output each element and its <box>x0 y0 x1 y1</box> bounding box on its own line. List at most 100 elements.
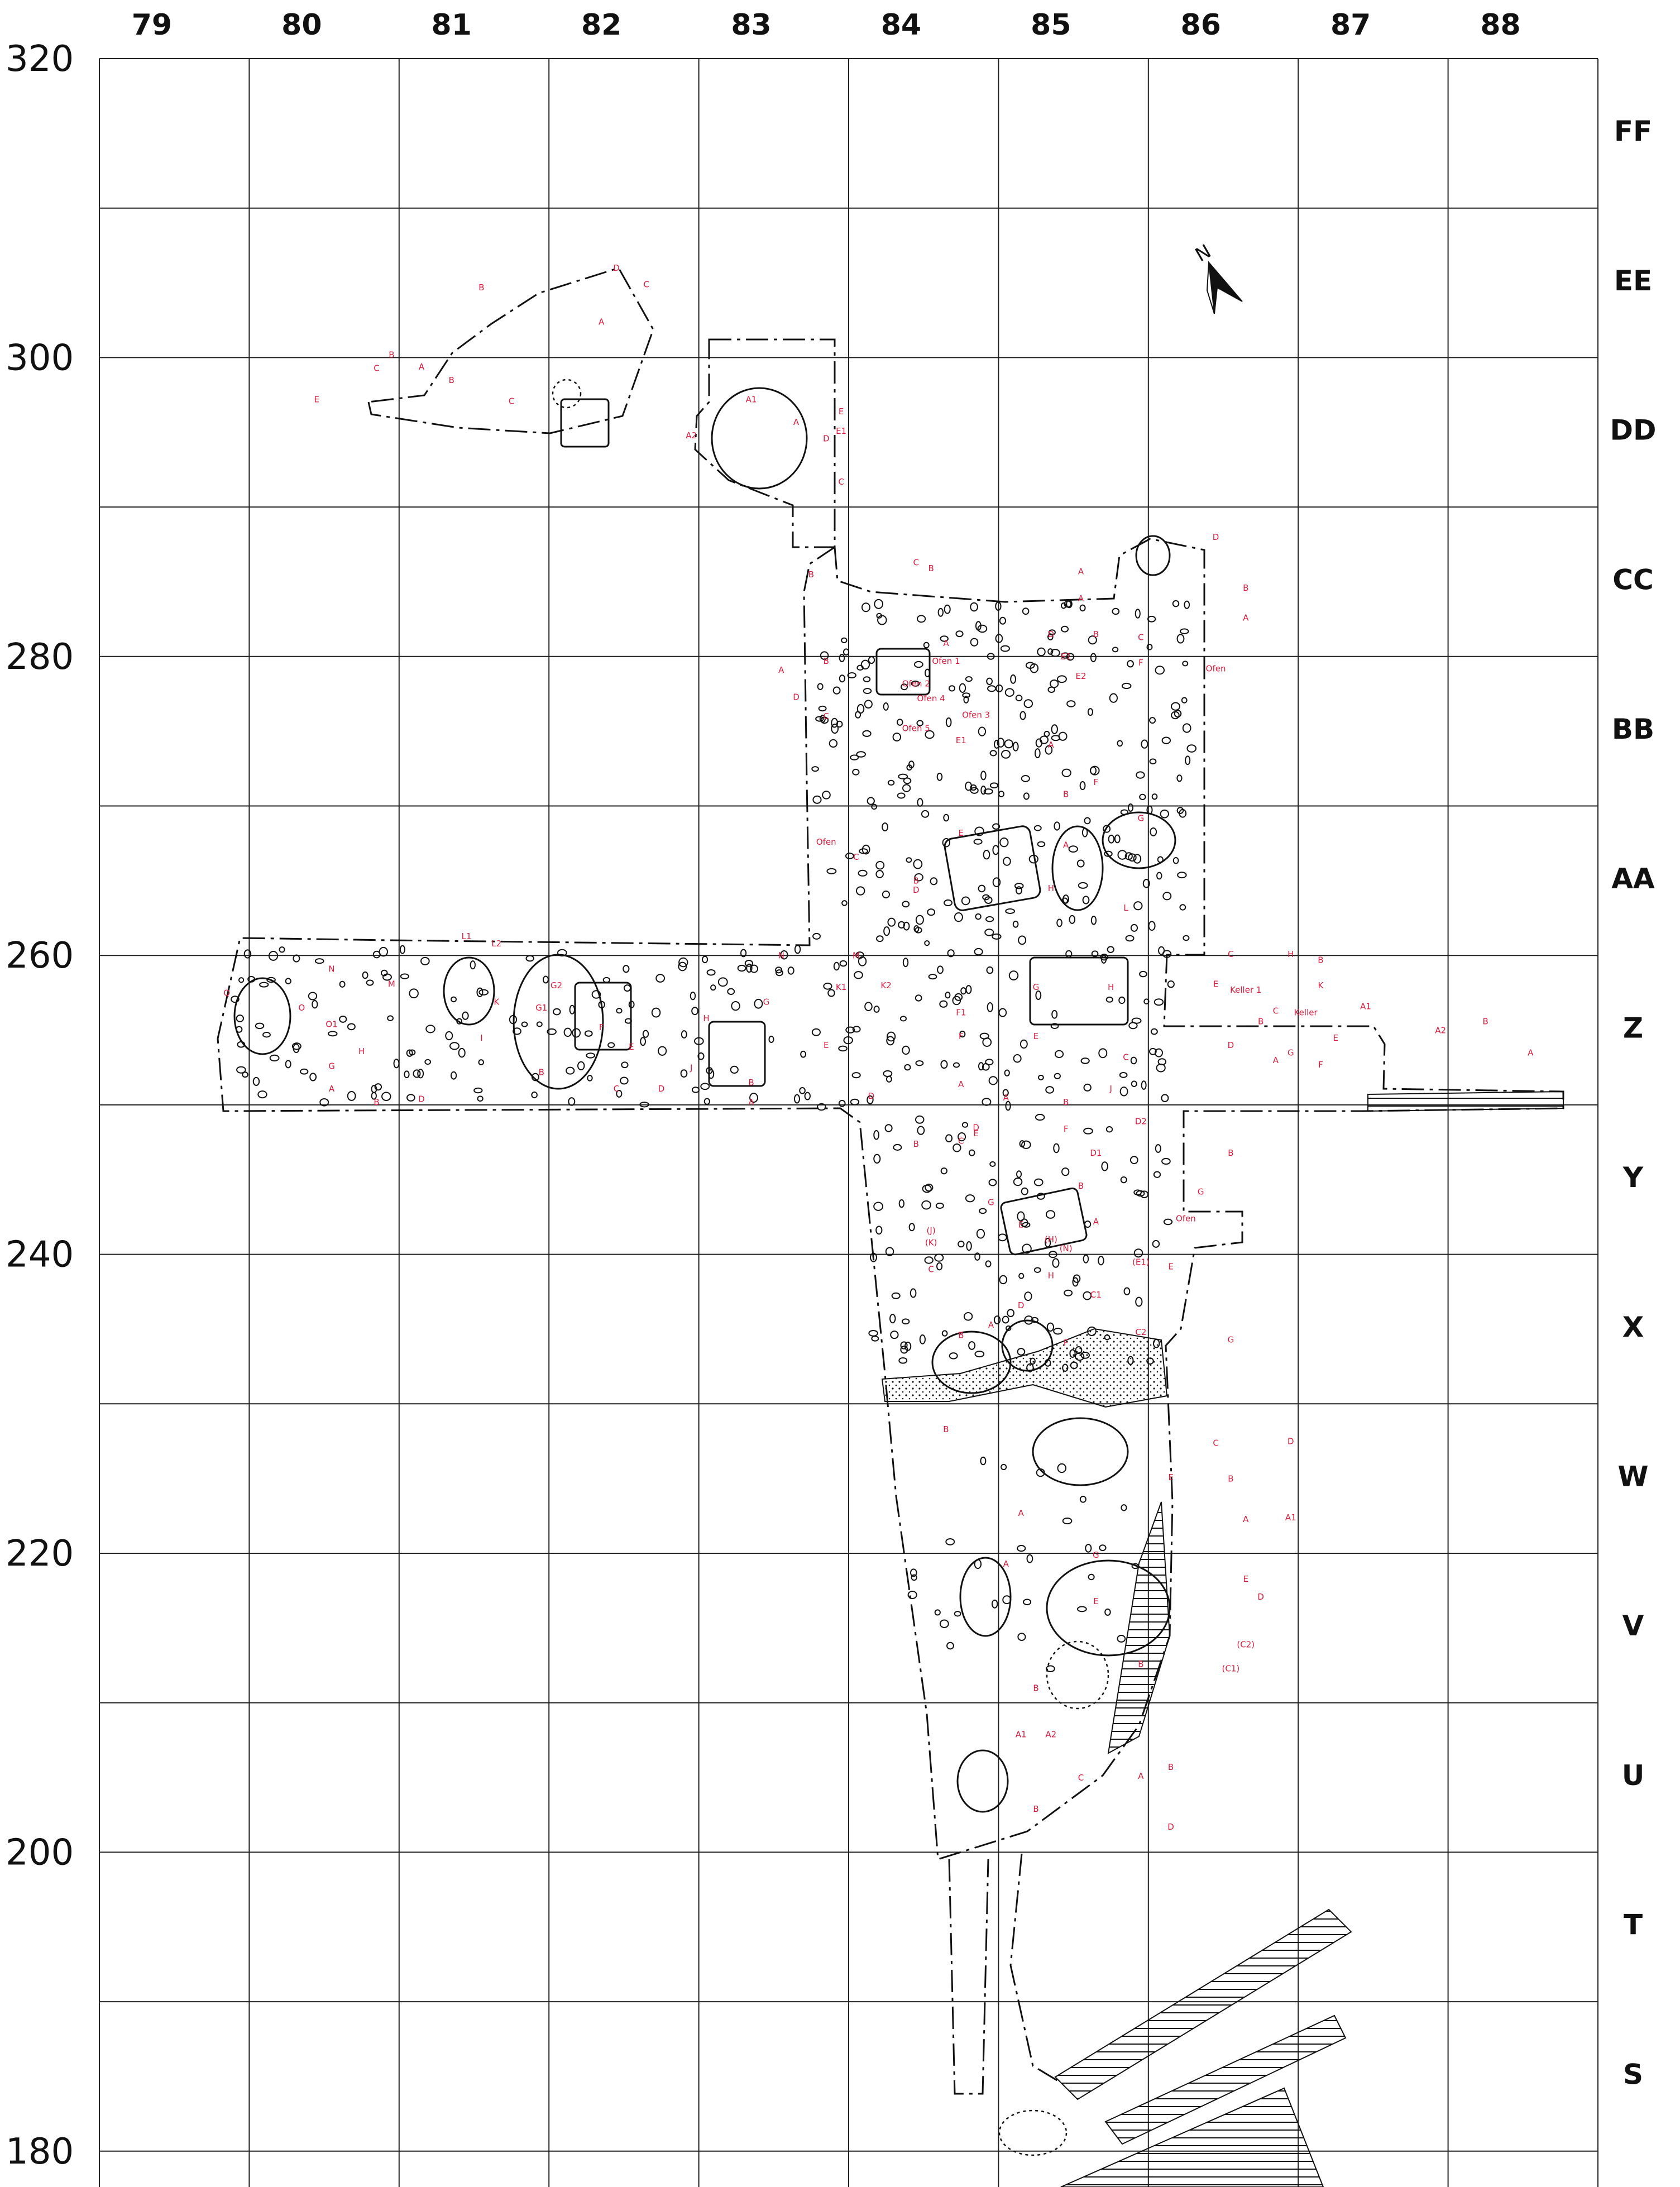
posthole <box>960 987 966 995</box>
feature-label: C <box>958 1136 964 1146</box>
posthole <box>1083 1083 1092 1092</box>
posthole <box>1004 1069 1010 1076</box>
excavation-outline-n <box>694 338 836 548</box>
posthole <box>1079 604 1086 612</box>
posthole <box>883 926 891 936</box>
posthole <box>921 1200 931 1210</box>
posthole <box>1127 803 1134 812</box>
posthole <box>1031 1317 1039 1323</box>
posthole <box>987 653 995 660</box>
posthole <box>231 996 240 1003</box>
posthole <box>998 1008 1007 1017</box>
feature-label: N <box>328 964 334 974</box>
posthole <box>691 1087 700 1093</box>
feature-label: E <box>1168 1472 1173 1482</box>
posthole <box>268 950 279 961</box>
posthole <box>1141 739 1148 749</box>
feature-label: C <box>838 477 844 487</box>
posthole <box>1147 615 1156 623</box>
row-label: DD <box>1610 414 1656 447</box>
feature-label: O1 <box>326 1020 337 1030</box>
posthole <box>1061 897 1068 904</box>
posthole <box>1107 946 1114 953</box>
y-axis-label: 240 <box>6 1234 74 1276</box>
posthole <box>911 1574 917 1581</box>
posthole <box>309 1073 317 1081</box>
posthole <box>1117 740 1123 747</box>
posthole <box>1044 1359 1051 1367</box>
feature-label: F <box>1318 1060 1323 1070</box>
posthole <box>1044 730 1050 737</box>
posthole <box>1181 697 1188 704</box>
posthole <box>1062 1363 1069 1372</box>
posthole <box>602 977 610 983</box>
posthole <box>1036 1193 1045 1200</box>
posthole <box>658 1046 667 1056</box>
posthole <box>906 764 912 771</box>
posthole <box>238 977 245 983</box>
posthole <box>1146 1357 1154 1365</box>
posthole <box>832 686 841 695</box>
posthole <box>624 1018 632 1024</box>
posthole <box>898 1357 908 1364</box>
feature-label: G <box>1033 982 1040 992</box>
feature-label: O <box>298 1003 305 1013</box>
feature-pit-g1 <box>443 956 495 1026</box>
posthole <box>915 1060 924 1066</box>
posthole <box>898 921 906 929</box>
feature-label: M <box>853 951 860 961</box>
feature-label: E2 <box>1076 671 1087 681</box>
posthole <box>1045 1238 1051 1248</box>
feature-label: D <box>1048 629 1055 639</box>
column-label: 83 <box>731 8 771 42</box>
feature-label: E <box>1093 1596 1098 1606</box>
feature-label: C <box>913 558 919 568</box>
feature-label: B <box>1318 955 1323 965</box>
posthole <box>1143 998 1150 1004</box>
posthole <box>750 964 759 973</box>
feature-label: B <box>1138 1659 1143 1669</box>
posthole <box>839 960 848 967</box>
posthole <box>1034 748 1041 759</box>
feature-label: A <box>1078 567 1084 577</box>
posthole <box>863 688 872 695</box>
posthole <box>793 1094 800 1104</box>
posthole <box>1098 1048 1108 1059</box>
hatched-zone-v <box>1107 1501 1171 1754</box>
posthole <box>1087 1326 1097 1336</box>
posthole <box>744 959 753 967</box>
posthole <box>1065 950 1073 958</box>
posthole <box>979 1208 987 1214</box>
posthole <box>976 1228 985 1239</box>
posthole <box>966 1241 972 1251</box>
posthole <box>628 1001 635 1008</box>
feature-label: B <box>928 563 934 573</box>
posthole <box>935 1202 944 1209</box>
posthole <box>999 1275 1008 1285</box>
feature-label: A <box>748 1097 754 1107</box>
posthole <box>1133 1248 1143 1258</box>
posthole <box>381 1092 391 1102</box>
posthole <box>1157 1058 1167 1066</box>
feature-label: K <box>494 997 500 1007</box>
posthole <box>1172 600 1180 607</box>
posthole <box>867 797 875 805</box>
posthole <box>257 1090 267 1099</box>
row-label: Y <box>1622 1161 1644 1194</box>
posthole <box>992 877 1001 887</box>
posthole <box>1023 792 1030 800</box>
posthole <box>1020 1039 1028 1049</box>
posthole <box>958 1132 966 1142</box>
posthole <box>1148 921 1156 931</box>
posthole <box>1091 950 1099 958</box>
posthole <box>1142 879 1150 888</box>
posthole <box>1161 1094 1169 1103</box>
feature-label: E <box>839 406 844 417</box>
row-label: V <box>1622 1610 1644 1642</box>
row-label: X <box>1622 1311 1644 1343</box>
posthole <box>702 955 709 964</box>
posthole <box>1060 602 1067 609</box>
posthole <box>838 1045 848 1052</box>
posthole <box>884 1124 893 1132</box>
posthole <box>279 946 285 953</box>
